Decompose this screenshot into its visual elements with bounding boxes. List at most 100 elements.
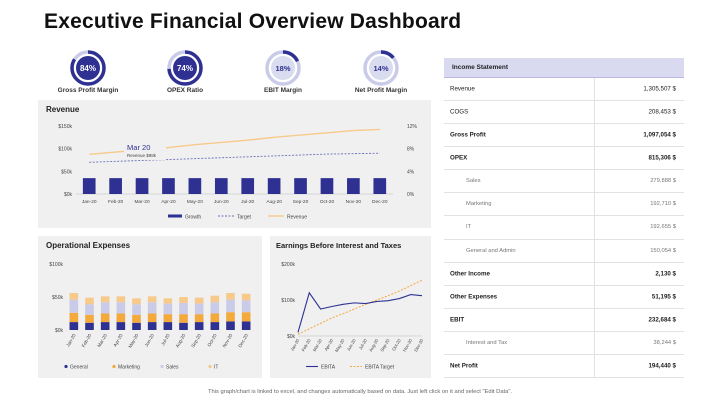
row-value: 150,054 $	[650, 247, 676, 254]
bar-growth	[162, 178, 175, 194]
x-tick-label: Apr-20	[112, 333, 123, 348]
y-tick-label: $0k	[55, 328, 64, 334]
table-row: Net Profit 194,440 $	[444, 355, 684, 378]
row-value: 279,888 $	[650, 178, 676, 185]
stack-segment-marketing	[226, 312, 235, 322]
stack-segment-marketing	[179, 314, 188, 323]
x-tick-label: Feb-20	[81, 333, 93, 348]
gauge-ring: 14%	[363, 50, 399, 86]
x-tick-label: Jul-20	[160, 333, 171, 347]
row-label: COGS	[450, 108, 469, 116]
row-value: 192,710 $	[650, 201, 676, 208]
x-tick-label: Aug-20	[368, 337, 380, 352]
stack-segment-marketing	[210, 313, 220, 323]
row-label: Revenue	[450, 85, 475, 93]
x-tick-label: Jul-20	[358, 337, 368, 350]
gauge-ring: 84%	[70, 50, 106, 86]
tooltip-box	[124, 142, 167, 160]
stack-segment-it	[241, 293, 251, 301]
stack-segment-it	[147, 296, 157, 303]
income-statement-table: Income Statement Revenue 1,305,507 $ COGS 2…	[444, 58, 684, 378]
stack-segment-general	[147, 322, 157, 330]
revenue-chart[interactable]: $0k $50k $100k $150k 0% 4% 8% 12% Jan-20 Feb-20 Ma…	[38, 100, 431, 228]
gauge-ring: 18%	[265, 50, 301, 86]
opex-panel: Operational Expenses $0k $50k $100k Jan-20 F…	[38, 236, 262, 378]
tooltip-subtitle: Revenue $98k	[127, 153, 157, 158]
gauge-label: OPEX Ratio	[166, 87, 204, 94]
stack-segment-general	[132, 322, 141, 330]
bar-growth	[214, 178, 228, 194]
table-row: OPEX 815,306 $	[444, 147, 684, 171]
y-tick-label: $50k	[52, 295, 63, 301]
line-ebita	[297, 291, 423, 333]
table-row: Gross Profit 1,097,054 $	[444, 124, 684, 148]
legend-swatch	[64, 364, 68, 369]
stack-segment-it	[132, 298, 141, 305]
stack-segment-sales	[100, 302, 110, 314]
legend-label-revenue: Revenue	[287, 215, 307, 221]
table-row: Interest and Tax 38,244 $	[444, 332, 684, 355]
stack-segment-sales	[210, 302, 220, 314]
gauge-value: 74%	[177, 64, 193, 73]
stack-segment-general	[116, 322, 126, 330]
x-tick-label: Dec-20	[237, 333, 249, 349]
stack-segment-it	[69, 293, 79, 300]
x-tick-label: Jan-20	[289, 337, 300, 351]
stack-segment-sales	[226, 299, 235, 313]
stack-segment-sales	[69, 299, 79, 313]
ebit-title: Earnings Before Interest and Taxes	[276, 241, 402, 250]
row-value: 2,130 $	[655, 270, 676, 278]
bar-growth	[241, 178, 255, 194]
x-tick-label: Nov-20	[222, 333, 234, 349]
x-tick-label: Sep-20	[379, 337, 391, 352]
table-row: Other Expenses 51,195 $	[444, 286, 684, 309]
row-label: Marketing	[466, 201, 492, 208]
ebit-chart[interactable]: $0k $100k $200k Jan-20 Feb-20 Mar-20 Apr-20 May…	[270, 236, 431, 378]
bar-growth	[294, 178, 307, 194]
legend-label-ebita-target: EBITA Target	[365, 365, 395, 371]
stack-segment-sales	[179, 302, 188, 315]
x-tick-label: Dec-20	[372, 199, 388, 205]
table-row: EBIT 232,684 $	[444, 309, 684, 332]
y-tick-label: $50k	[61, 169, 72, 175]
gauge-opex-ratio: 74% OPEX Ratio	[145, 50, 225, 94]
row-value: 815,306 $	[648, 154, 676, 162]
table-row: IT 192,655 $	[444, 216, 684, 240]
stack-segment-marketing	[69, 312, 79, 323]
x-tick-label: Feb-20	[108, 199, 124, 205]
income-statement-header-label: Income Statement	[452, 64, 508, 71]
stack-segment-general	[163, 322, 173, 330]
stack-segment-general	[100, 322, 110, 330]
x-tick-label: Jun-20	[346, 337, 357, 351]
y-tick-label: $200k	[281, 262, 295, 268]
gauge-label: EBIT Margin	[264, 87, 302, 94]
x-tick-label: Mar-20	[96, 333, 108, 348]
gauge-ring: 74%	[167, 50, 203, 86]
y-tick-label: $0k	[287, 334, 296, 340]
opex-title: Operational Expenses	[46, 241, 131, 250]
x-tick-label: Jun-20	[214, 199, 229, 205]
stack-segment-it	[210, 295, 220, 303]
gauge-value: 18%	[275, 64, 290, 73]
x-tick-label: May-20	[127, 333, 139, 349]
bar-growth	[267, 178, 281, 194]
stack-segment-sales	[132, 304, 141, 315]
stack-segment-sales	[241, 300, 251, 313]
legend-label: IT	[214, 365, 218, 371]
x-tick-label: Nov-20	[346, 199, 362, 205]
row-label: Net Profit	[450, 362, 478, 370]
x-tick-label: Jun-20	[144, 333, 156, 348]
x-tick-label: Nov-20	[402, 337, 414, 352]
row-label: Sales	[466, 178, 481, 185]
legend-swatch-growth	[168, 214, 182, 218]
stack-segment-marketing	[147, 313, 157, 323]
income-statement-header: Income Statement	[444, 58, 684, 78]
legend-label-target: Target	[237, 215, 252, 221]
x-tick-label: Mar-20	[312, 337, 323, 352]
gauge-value: 14%	[373, 64, 388, 73]
x-tick-label: Apr-20	[161, 199, 176, 205]
x-tick-label: Feb-20	[300, 337, 311, 352]
table-row: COGS 208,453 $	[444, 101, 684, 125]
opex-chart[interactable]: $0k $50k $100k Jan-20 Feb-20 Mar-20 Apr-20 May-…	[38, 236, 262, 378]
legend-swatch	[160, 364, 164, 369]
